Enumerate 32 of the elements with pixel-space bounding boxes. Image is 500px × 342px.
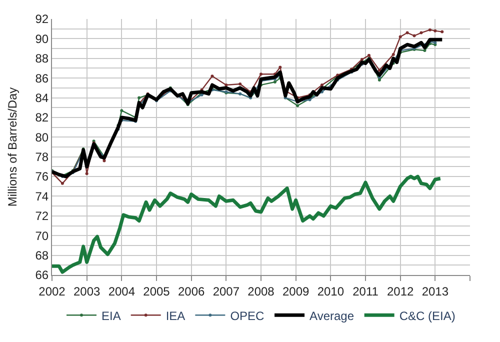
legend-label: OPEC [230, 308, 265, 323]
legend-label: EIA [102, 308, 121, 323]
x-tick-label: 2003 [73, 284, 100, 298]
y-tick-label: 78 [35, 150, 49, 164]
x-tick-label: 2002 [38, 284, 66, 298]
y-tick-label: 82 [35, 110, 49, 125]
x-tick-label: 2012 [386, 284, 414, 298]
y-tick-label: 88 [35, 52, 49, 66]
y-tick-label: 66 [35, 268, 49, 282]
legend-label: IEA [166, 308, 186, 323]
y-tick-label: 80 [35, 130, 49, 144]
x-tick-label: 2011 [352, 284, 379, 298]
y-tick-label: 86 [35, 71, 49, 86]
x-tick-label: 2007 [212, 284, 240, 298]
x-tick-label: 2013 [422, 284, 449, 298]
y-tick-label: 68 [35, 248, 49, 263]
legend-label: C&C (EIA) [399, 308, 456, 323]
y-tick-label: 70 [35, 228, 49, 243]
y-tick-label: 76 [35, 170, 49, 184]
x-tick-label: 2005 [143, 284, 170, 298]
legend-label: Average [310, 308, 354, 323]
y-axis-title: Millions of Barrels/Day [6, 87, 20, 207]
x-tick-label: 2004 [108, 284, 136, 298]
y-tick-label: 90 [35, 32, 49, 46]
y-tick-label: 92 [35, 12, 49, 26]
y-tick-label: 72 [35, 209, 49, 224]
x-tick-label: 2010 [317, 284, 344, 298]
x-tick-label: 2008 [248, 284, 275, 298]
y-tick-label: 74 [35, 189, 49, 204]
x-tick-label: 2009 [282, 284, 310, 298]
x-tick-label: 2006 [178, 284, 205, 298]
y-tick-label: 84 [35, 90, 49, 105]
